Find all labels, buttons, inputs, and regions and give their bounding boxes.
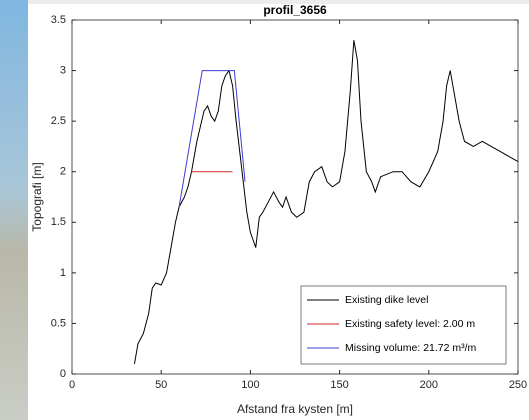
background-photo [0, 0, 30, 420]
legend-label: Existing safety level: 2.00 m [345, 318, 475, 330]
x-axis-label: Afstand fra kysten [m] [237, 402, 353, 416]
y-tick-label: 1.5 [51, 216, 66, 228]
data-line [133, 40, 519, 364]
y-tick-label: 1 [60, 267, 66, 279]
y-tick-label: 3.5 [51, 14, 66, 26]
x-tick-label: 150 [330, 379, 348, 391]
x-tick-label: 200 [420, 379, 438, 391]
x-tick-label: 0 [69, 379, 75, 391]
y-tick-label: 2 [60, 166, 66, 178]
y-tick-label: 3 [60, 64, 66, 76]
legend-label: Existing dike level [345, 294, 428, 306]
chart-title: profil_3656 [263, 3, 327, 17]
data-line [178, 70, 246, 208]
y-tick-label: 2.5 [51, 115, 66, 127]
y-tick-label: 0 [60, 368, 66, 380]
y-tick-label: 0.5 [51, 317, 66, 329]
x-tick-label: 100 [241, 379, 259, 391]
axes-box [71, 19, 519, 375]
legend-label: Missing volume: 21.72 m³/m [345, 342, 477, 354]
top-band [28, 0, 529, 4]
x-tick-label: 50 [155, 379, 167, 391]
y-axis-label: Topografi [m] [30, 162, 44, 231]
x-tick-label: 250 [509, 379, 527, 391]
legend-box [300, 285, 507, 365]
